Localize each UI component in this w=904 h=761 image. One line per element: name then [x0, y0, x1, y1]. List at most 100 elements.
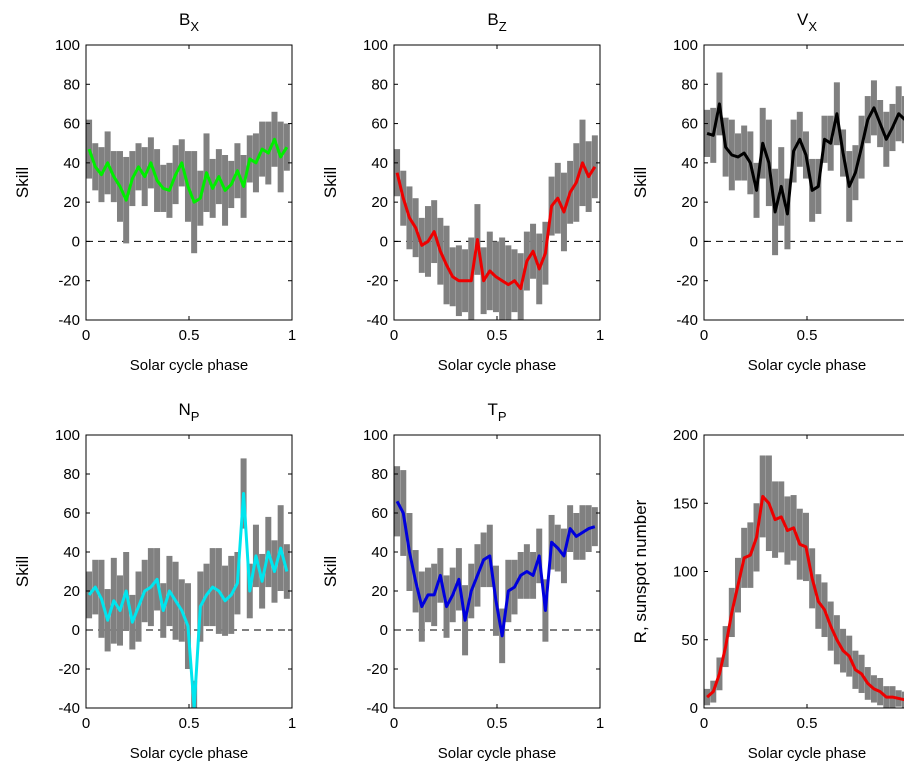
y-tick-label: -20 [366, 661, 388, 678]
title-main: N [179, 400, 191, 419]
y-tick-label: 100 [363, 427, 388, 444]
y-tick-label: -20 [676, 273, 698, 290]
y-tick-label: -40 [366, 700, 388, 717]
data-line [706, 102, 904, 216]
panel-title: NP [179, 400, 200, 424]
y-tick-label: 150 [673, 495, 698, 512]
panel-title: TP [487, 400, 506, 424]
x-tick-label: 1 [596, 327, 604, 344]
error-bar [499, 237, 506, 320]
x-axis-label: Solar cycle phase [438, 357, 556, 374]
data-line [395, 161, 597, 291]
y-tick-label: 80 [63, 466, 80, 483]
panel-title: VX [797, 10, 817, 34]
panel-title: BX [179, 10, 199, 34]
y-tick-label: 60 [681, 116, 698, 133]
x-tick-label: 0.5 [179, 327, 200, 344]
x-tick-label: 1 [288, 715, 296, 732]
panel-title: BZ [487, 10, 506, 34]
data-line [706, 494, 904, 702]
y-tick-label: 40 [63, 155, 80, 172]
y-tick-label: -40 [676, 312, 698, 329]
y-tick-label: 0 [690, 700, 698, 717]
title-subscript: Z [499, 19, 507, 34]
y-tick-label: 80 [371, 466, 388, 483]
y-tick-label: -20 [58, 273, 80, 290]
y-tick-label: 60 [63, 505, 80, 522]
y-tick-label: 100 [673, 564, 698, 581]
plot-area [704, 455, 904, 708]
data-line [87, 492, 289, 708]
y-tick-label: 0 [380, 622, 388, 639]
x-axis-label: Solar cycle phase [748, 745, 866, 761]
x-tick-label: 0.5 [487, 715, 508, 732]
y-tick-label: 20 [63, 583, 80, 600]
y-tick-label: -40 [58, 312, 80, 329]
x-tick-label: 1 [596, 715, 604, 732]
y-tick-label: 80 [63, 76, 80, 93]
title-main: B [179, 10, 190, 29]
y-tick-label: -20 [366, 273, 388, 290]
title-main: V [797, 10, 809, 29]
y-tick-label: -20 [58, 661, 80, 678]
y-tick-label: 100 [55, 427, 80, 444]
y-axis-label: Skill [13, 556, 32, 587]
y-tick-label: 40 [371, 155, 388, 172]
y-axis-label: Skill [321, 556, 340, 587]
y-axis-label: Skill [13, 167, 32, 198]
data-line [395, 500, 596, 638]
x-axis-label: Solar cycle phase [438, 745, 556, 761]
x-tick-label: 0.5 [487, 327, 508, 344]
x-tick-label: 0.5 [797, 327, 818, 344]
title-subscript: P [191, 409, 200, 424]
x-tick-label: 0 [390, 715, 398, 732]
title-main: T [487, 400, 497, 419]
plot-area [394, 119, 600, 320]
y-tick-label: 50 [681, 632, 698, 649]
y-tick-label: 80 [681, 76, 698, 93]
y-tick-label: 40 [63, 544, 80, 561]
y-tick-label: 100 [363, 37, 388, 54]
x-tick-label: 0 [700, 715, 708, 732]
error-bar [505, 245, 512, 320]
y-tick-label: 20 [681, 194, 698, 211]
y-tick-label: 60 [371, 116, 388, 133]
y-tick-label: 20 [371, 583, 388, 600]
x-tick-label: 0 [390, 327, 398, 344]
y-tick-label: -40 [366, 312, 388, 329]
y-tick-label: 20 [63, 194, 80, 211]
y-tick-label: 60 [371, 505, 388, 522]
plot-area [86, 458, 292, 708]
x-axis-label: Solar cycle phase [130, 745, 248, 761]
y-tick-label: 100 [673, 37, 698, 54]
data-line [87, 137, 289, 204]
y-tick-label: 60 [63, 116, 80, 133]
title-main: B [487, 10, 498, 29]
y-tick-label: 80 [371, 76, 388, 93]
x-tick-label: 0 [82, 715, 90, 732]
title-subscript: X [808, 19, 817, 34]
plot-area [394, 466, 600, 664]
y-tick-label: 0 [72, 233, 80, 250]
x-axis-label: Solar cycle phase [748, 357, 866, 374]
x-tick-label: 0 [82, 327, 90, 344]
y-axis-label: Skill [631, 167, 650, 198]
y-tick-label: 200 [673, 427, 698, 444]
y-axis-label: Skill [321, 167, 340, 198]
title-subscript: X [190, 19, 199, 34]
title-subscript: P [498, 409, 507, 424]
plot-area [86, 111, 292, 254]
y-tick-label: 40 [681, 155, 698, 172]
x-axis-label: Solar cycle phase [130, 357, 248, 374]
x-tick-label: 0 [700, 327, 708, 344]
x-tick-label: 0.5 [797, 715, 818, 732]
y-tick-label: 0 [72, 622, 80, 639]
y-tick-label: 100 [55, 37, 80, 54]
y-tick-label: 20 [371, 194, 388, 211]
y-tick-label: 0 [380, 233, 388, 250]
plot-area [704, 72, 904, 256]
y-tick-label: 0 [690, 233, 698, 250]
x-tick-label: 1 [288, 327, 296, 344]
x-tick-label: 0.5 [179, 715, 200, 732]
